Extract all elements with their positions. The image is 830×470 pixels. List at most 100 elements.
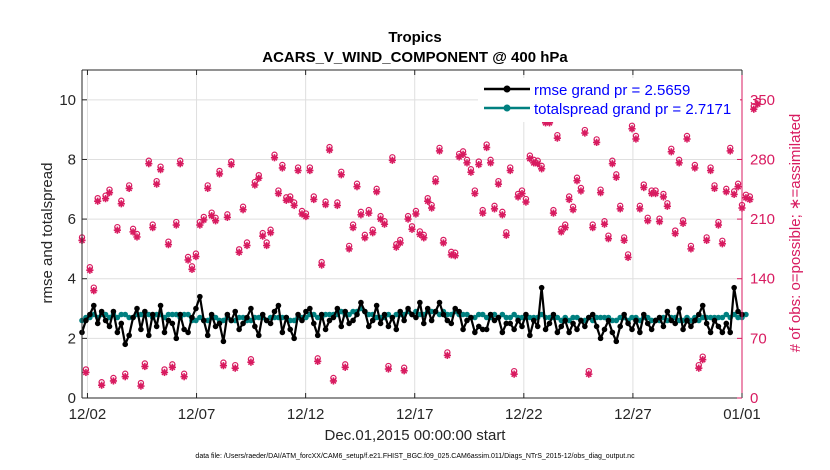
obs-count-point — [373, 185, 381, 196]
y2-tick-label: 350 — [750, 92, 775, 109]
obs-assimilated-marker — [754, 100, 762, 108]
obs-count-point — [353, 180, 361, 191]
obs-assimilated-marker — [321, 201, 330, 209]
obs-assimilated-marker — [624, 253, 632, 262]
obs-count-point — [270, 151, 279, 162]
totalspread-point — [197, 314, 203, 321]
obs-assimilated-marker — [659, 193, 668, 201]
asterisk-stroke — [377, 216, 384, 223]
obs-count-point — [604, 232, 613, 243]
obs-assimilated-marker — [565, 195, 573, 204]
asterisk-stroke — [754, 100, 761, 108]
obs-count-point — [431, 175, 440, 186]
asterisk-stroke — [126, 185, 133, 192]
totalspread-point — [735, 314, 741, 321]
rmse-point — [413, 314, 419, 321]
obs-assimilated-marker — [172, 221, 180, 229]
obs-assimilated-marker — [121, 373, 129, 381]
obs-assimilated-marker — [404, 215, 412, 223]
totalspread-point — [393, 311, 400, 318]
rmse-point — [220, 338, 227, 345]
obs-assimilated-marker — [141, 362, 149, 371]
rmse-point — [664, 308, 671, 315]
rmse-point — [420, 320, 427, 327]
asterisk-stroke — [184, 256, 192, 264]
obs-assimilated-marker — [400, 367, 408, 375]
legend: rmse grand pr = 2.5659 totalspread grand… — [478, 78, 740, 122]
obs-count-point — [746, 193, 754, 204]
obs-assimilated-marker — [679, 219, 687, 227]
obs-assimilated-marker — [105, 189, 114, 197]
obs-count-point — [333, 199, 341, 210]
asterisk-stroke — [463, 159, 471, 166]
obs-count-point — [565, 193, 573, 204]
rmse-point — [145, 332, 152, 339]
rmse-point — [668, 317, 675, 324]
totalspread-point — [138, 311, 144, 318]
rmse-point — [299, 317, 305, 324]
obs-count-point — [227, 158, 235, 169]
obs-count-point — [577, 184, 585, 195]
obs-count-point — [620, 234, 628, 244]
rmse-point — [126, 332, 132, 339]
rmse-point — [578, 317, 584, 324]
rmse-point — [342, 308, 349, 315]
obs-count-point — [683, 132, 691, 143]
rmse-point — [519, 323, 525, 330]
rmse-point — [322, 326, 329, 333]
obs-count-point — [337, 168, 345, 179]
asterisk-stroke — [173, 221, 180, 229]
x-tick-label: 12/22 — [505, 406, 543, 423]
totalspread-point — [609, 317, 616, 324]
asterisk-stroke — [522, 198, 530, 206]
asterisk-stroke — [90, 287, 97, 294]
asterisk-stroke — [483, 144, 490, 151]
rmse-point — [189, 314, 195, 321]
legend-rmse-label: rmse grand pr = 2.5659 — [534, 82, 690, 99]
obs-assimilated-marker — [604, 235, 613, 243]
rmse-point — [692, 317, 698, 324]
y2-axis-label: # of obs: o=possible; ∗=assimilated — [787, 114, 804, 353]
obs-assimilated-marker — [168, 363, 176, 371]
rmse-point — [177, 311, 184, 318]
rmse-point — [534, 323, 541, 330]
rmse-point — [428, 317, 435, 324]
obs-count-point — [266, 226, 275, 237]
obs-assimilated-marker — [750, 105, 758, 113]
obs-count-point — [384, 362, 393, 373]
obs-count-point — [219, 359, 228, 370]
asterisk-stroke — [306, 167, 313, 174]
obs-assimilated-marker — [428, 204, 436, 212]
obs-count-point — [553, 131, 561, 142]
obs-assimilated-marker — [636, 205, 644, 213]
rmse-point — [87, 311, 93, 318]
rmse-point — [90, 302, 97, 309]
obs-assimilated-marker — [408, 225, 416, 233]
obs-count-point — [243, 239, 251, 250]
obs-assimilated-marker — [333, 201, 341, 210]
totalspread-point — [483, 314, 490, 321]
rmse-point — [550, 311, 557, 318]
y2-tick-label: 0 — [750, 390, 758, 407]
rmse-point — [456, 308, 462, 315]
asterisk-stroke — [734, 183, 742, 190]
rmse-point — [118, 320, 125, 327]
obs-count-point — [164, 238, 173, 249]
obs-count-point — [113, 223, 121, 234]
obs-count-point — [235, 246, 243, 256]
obs-assimilated-marker — [125, 184, 133, 193]
totalspread-point — [511, 311, 517, 318]
obs-count-point — [675, 156, 683, 167]
rmse-point — [334, 305, 341, 312]
obs-assimilated-marker — [585, 370, 593, 378]
obs-assimilated-marker — [337, 171, 345, 179]
rmse-point — [475, 323, 482, 330]
rmse-point — [538, 284, 545, 291]
asterisk-stroke — [471, 190, 478, 197]
obs-assimilated-marker — [459, 150, 467, 158]
y2-tick-label: 280 — [750, 151, 775, 168]
asterisk-stroke — [632, 135, 640, 143]
obs-assimilated-marker — [490, 205, 499, 213]
y-tick-label: 8 — [68, 151, 76, 168]
obs-count-point — [274, 187, 283, 198]
